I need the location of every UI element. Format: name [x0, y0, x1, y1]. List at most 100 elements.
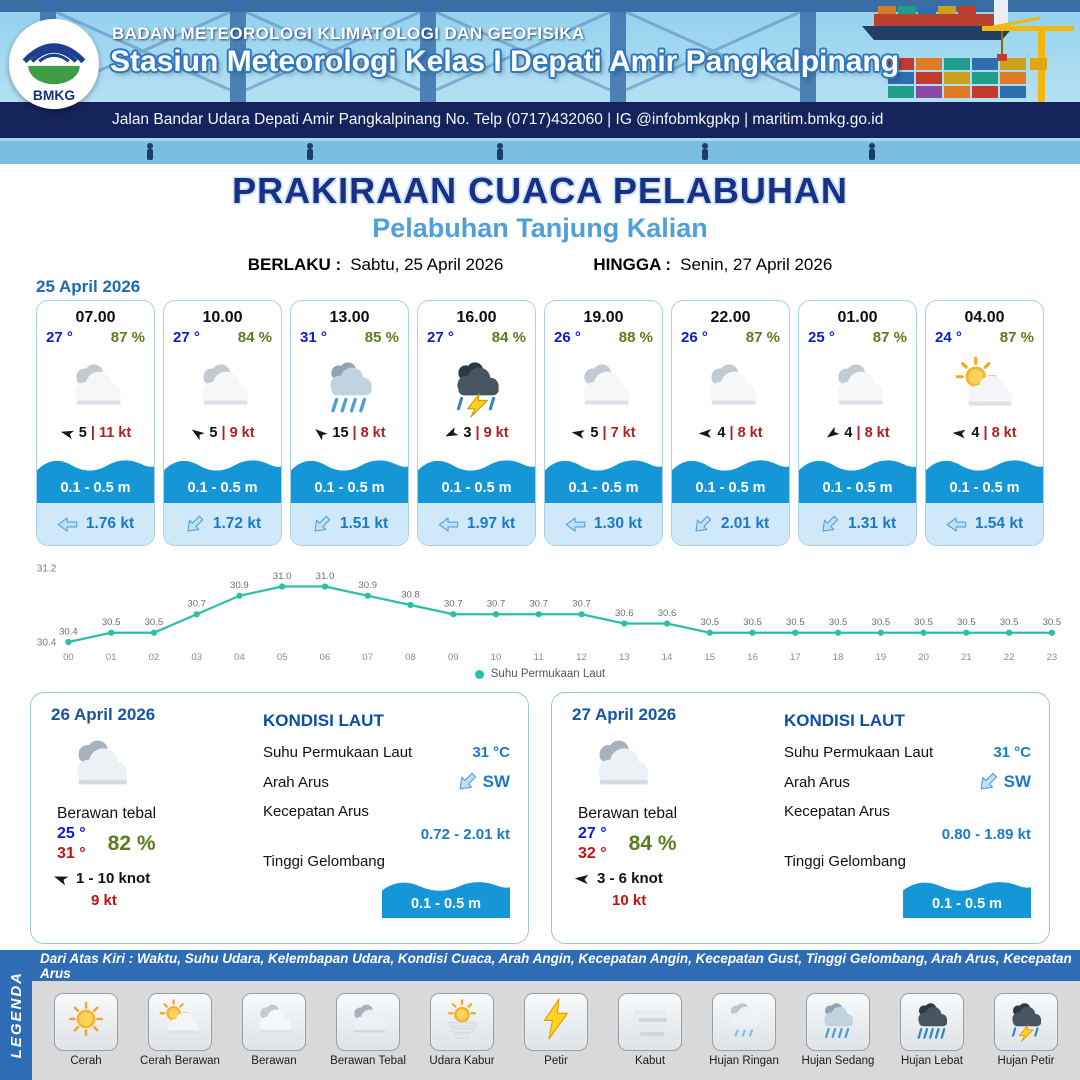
legend-weather-icon: [909, 996, 955, 1047]
wind-row: 4 | 8 kt: [672, 425, 789, 441]
temp-humidity-row: 25 ° 87 %: [799, 327, 916, 346]
daily-cards: 26 April 2026 Berawan tebal 25 ° 31 ° 82…: [30, 692, 1050, 944]
legend-label: Udara Kabur: [429, 1054, 495, 1067]
weather-icon: [418, 346, 535, 424]
svg-text:30.7: 30.7: [487, 599, 506, 610]
humidity: 84 %: [491, 329, 526, 346]
wind-gust-separator: |: [602, 425, 607, 441]
svg-text:30.7: 30.7: [572, 599, 591, 610]
current-row: 1.54 kt: [926, 503, 1043, 545]
svg-text:30.5: 30.5: [102, 617, 121, 628]
current-direction-icon: [815, 509, 845, 539]
wave-height-band: 0.1 - 0.5 m: [672, 453, 789, 503]
weather-icon: [291, 346, 408, 424]
daily-weather-icon: [574, 727, 774, 799]
wind-direction-icon: [310, 422, 331, 443]
wave-shape: [903, 882, 1031, 918]
wave-row: Tinggi Gelombang 0.1 - 0.5 m: [784, 853, 1031, 918]
svg-text:05: 05: [277, 652, 288, 663]
current-speed: 1.51 kt: [339, 515, 389, 532]
current-row: 1.97 kt: [418, 503, 535, 545]
temp-min: 27 °: [578, 825, 607, 842]
wind-direction-icon: [442, 423, 462, 443]
current-direction-icon: [180, 509, 210, 539]
legend-item: Cerah: [40, 992, 132, 1067]
wind-row: 5 | 7 kt: [545, 425, 662, 441]
daily-date: 26 April 2026: [51, 705, 156, 724]
station-name: Stasiun Meteorologi Kelas I Depati Amir …: [110, 45, 900, 78]
svg-text:18: 18: [833, 652, 844, 663]
wave-height: 0.1 - 0.5 m: [314, 480, 385, 496]
legend-label: Hujan Sedang: [801, 1054, 875, 1067]
current-speed: 1.76 kt: [85, 515, 135, 532]
wind-speed: 4: [971, 425, 980, 441]
wind-gust: 11 kt: [98, 425, 132, 441]
humidity: 87 %: [999, 329, 1034, 346]
validity-row: BERLAKU : Sabtu, 25 April 2026 HINGGA : …: [0, 255, 1080, 275]
wave-height-band: 0.1 - 0.5 m: [164, 453, 281, 503]
legend-icon-box: [148, 992, 212, 1051]
legend-item: Hujan Lebat: [886, 992, 978, 1067]
svg-text:22: 22: [1004, 652, 1015, 663]
wind-speed: 5: [78, 425, 87, 441]
wave-height-badge: 0.1 - 0.5 m: [903, 876, 1031, 918]
humidity: 87 %: [745, 329, 780, 346]
wave-height: 0.1 - 0.5 m: [568, 480, 639, 496]
sst-chart-svg: 31.2 30.430.4 00 30.5 01 30.5 02 30.7 03 30.9 04 31…: [37, 564, 1061, 663]
air-temp: 27 °: [46, 329, 73, 346]
svg-text:30.4: 30.4: [59, 627, 78, 638]
daily-card: 26 April 2026 Berawan tebal 25 ° 31 ° 82…: [30, 692, 529, 944]
legend-icon-box: [712, 992, 776, 1051]
current-speed: 1.72 kt: [212, 515, 262, 532]
daily-humidity: 84 %: [628, 832, 677, 855]
svg-text:00: 00: [63, 652, 74, 663]
legend-label: Cerah Berawan: [140, 1054, 220, 1067]
legend-label: Cerah: [70, 1054, 102, 1067]
svg-text:30.6: 30.6: [615, 608, 634, 619]
wind-gust: 8 kt: [360, 425, 386, 441]
air-temp: 26 °: [554, 329, 581, 346]
svg-text:31.2: 31.2: [37, 564, 57, 575]
svg-text:30.9: 30.9: [358, 580, 377, 591]
current-direction-row: Arah Arus SW: [263, 771, 510, 793]
humidity: 87 %: [872, 329, 907, 346]
current-direction-icon: [688, 509, 718, 539]
sea-conditions-title: KONDISI LAUT: [262, 711, 384, 730]
current-dir-label: Arah Arus: [783, 773, 850, 791]
wind-direction-icon: [698, 426, 713, 441]
current-row: 1.51 kt: [291, 503, 408, 545]
valid-from-group: BERLAKU : Sabtu, 25 April 2026: [248, 255, 504, 275]
svg-text:09: 09: [448, 652, 459, 663]
forecast-card: 04.00 24 ° 87 % 4 | 8 kt 0.1 - 0.5 m: [925, 300, 1044, 546]
current-speed: 1.31 kt: [847, 515, 897, 532]
current-direction-icon: [565, 514, 586, 535]
port-name: Pelabuhan Tanjung Kalian: [372, 213, 708, 243]
svg-text:13: 13: [619, 652, 630, 663]
wave-shape: [291, 460, 408, 503]
temp-max: 32 °: [578, 845, 607, 862]
daily-humidity: 82 %: [107, 832, 156, 855]
daily-date: 27 April 2026: [572, 705, 677, 724]
svg-text:06: 06: [320, 652, 331, 663]
wind-row: 4 | 8 kt: [926, 425, 1043, 441]
wave-height: 0.1 - 0.5 m: [822, 480, 893, 496]
legend-icon-box: [430, 992, 494, 1051]
wind-gust: 9 kt: [483, 425, 509, 441]
valid-from-label: BERLAKU :: [247, 255, 342, 274]
container-yard: [888, 58, 1026, 98]
forecast-time: 07.00: [75, 309, 116, 326]
sea-conditions-column: KONDISI LAUT Suhu Permukaan Laut 31 °C A…: [263, 705, 510, 931]
wave-height-band: 0.1 - 0.5 m: [291, 453, 408, 503]
legend-item: Kabut: [604, 992, 696, 1067]
legend-title: LEGENDA: [7, 971, 25, 1059]
wind-speed: 4: [717, 425, 726, 441]
svg-text:31.0: 31.0: [273, 571, 292, 582]
forecast-time: 19.00: [583, 309, 624, 326]
sst-label: Suhu Permukaan Laut: [262, 744, 413, 761]
current-row: 1.76 kt: [37, 503, 154, 545]
legend-item: Hujan Ringan: [698, 992, 790, 1067]
wind-gust: 8 kt: [864, 425, 890, 441]
series-label: Suhu Permukaan Laut: [490, 668, 606, 680]
svg-text:04: 04: [234, 652, 245, 663]
